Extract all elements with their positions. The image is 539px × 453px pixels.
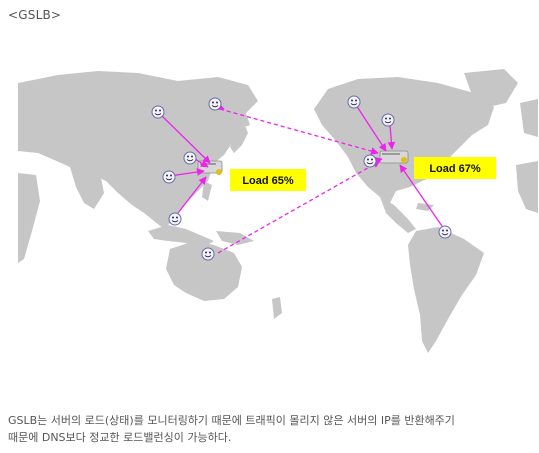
left-datacenter: Load 65% [197,160,306,191]
link-solid [160,114,211,164]
link-solid [194,158,209,168]
link-dashed [217,160,381,254]
new-zealand [272,297,282,319]
smiley-face-icon [168,212,182,226]
active-links [160,104,445,230]
load-label-box [230,169,306,191]
smiley-face-icon [201,247,215,261]
smiley-face-icon [208,97,222,111]
greenland [464,69,518,107]
load-label-box [414,157,496,179]
south-america [408,227,484,353]
central-america [380,197,416,233]
caption-line-2: 때문에 DNS보다 정교한 로드밸런싱이 가능하다. [8,431,232,444]
link-dashed [219,108,379,155]
link-solid [169,168,205,177]
link-solid [399,164,445,230]
australia [166,241,242,301]
philippines [202,181,212,201]
smiley-face-icon [363,154,377,168]
right-datacenter: Load 67% [379,150,496,179]
load-label: Load 65% [242,175,294,187]
smiley-face-icon [162,170,176,184]
link-solid [387,124,396,150]
india [70,167,104,209]
caption-line-1: GSLB는 서버의 로드(상태)를 모니터링하기 때문에 트래픽이 몰리지 않은… [8,414,455,427]
smiley-face-icon [151,105,165,119]
smiley-face-icon [347,95,361,109]
world-map-diagram: Load 65% Load 67% [18,63,538,355]
caption: GSLB는 서버의 로드(상태)를 모니터링하기 때문에 트래픽이 몰리지 않은… [8,412,536,446]
indonesia [148,225,214,247]
link-solid [177,176,207,214]
africa-edge [18,173,40,263]
new-guinea [216,231,254,245]
page-heading: <GSLB> [8,8,62,22]
smiley-face-icon [183,151,197,165]
japan [230,123,248,153]
europe-edge [520,99,538,137]
server-icon [379,150,409,164]
load-label: Load 67% [429,163,481,175]
land-masses [18,69,538,353]
west-africa-edge [516,161,538,213]
smiley-face-icon [381,113,395,127]
smiley-face-icon [438,225,452,239]
north-america [314,77,494,203]
asia-landmass [18,71,258,229]
link-solid [355,104,387,152]
